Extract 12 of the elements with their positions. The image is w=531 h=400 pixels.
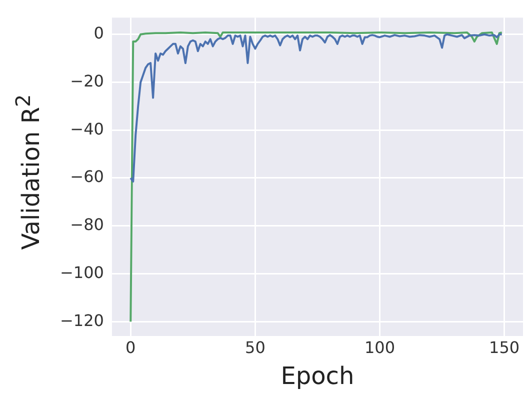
y-tick-label: −100 [60,262,104,282]
x-axis-title: Epoch [280,362,354,390]
y-tick-label: −40 [70,119,104,138]
y-tick-label: −20 [70,71,104,90]
y-tick-label: 0 [94,24,104,43]
y-tick-label: −80 [70,215,104,234]
x-tick-label: 50 [245,338,266,357]
y-tick-label: −120 [60,310,104,330]
y-tick-label: −60 [70,167,104,186]
x-tick-label: 150 [489,338,520,357]
x-tick-label: 0 [126,338,136,357]
x-tick-label: 100 [364,338,396,357]
